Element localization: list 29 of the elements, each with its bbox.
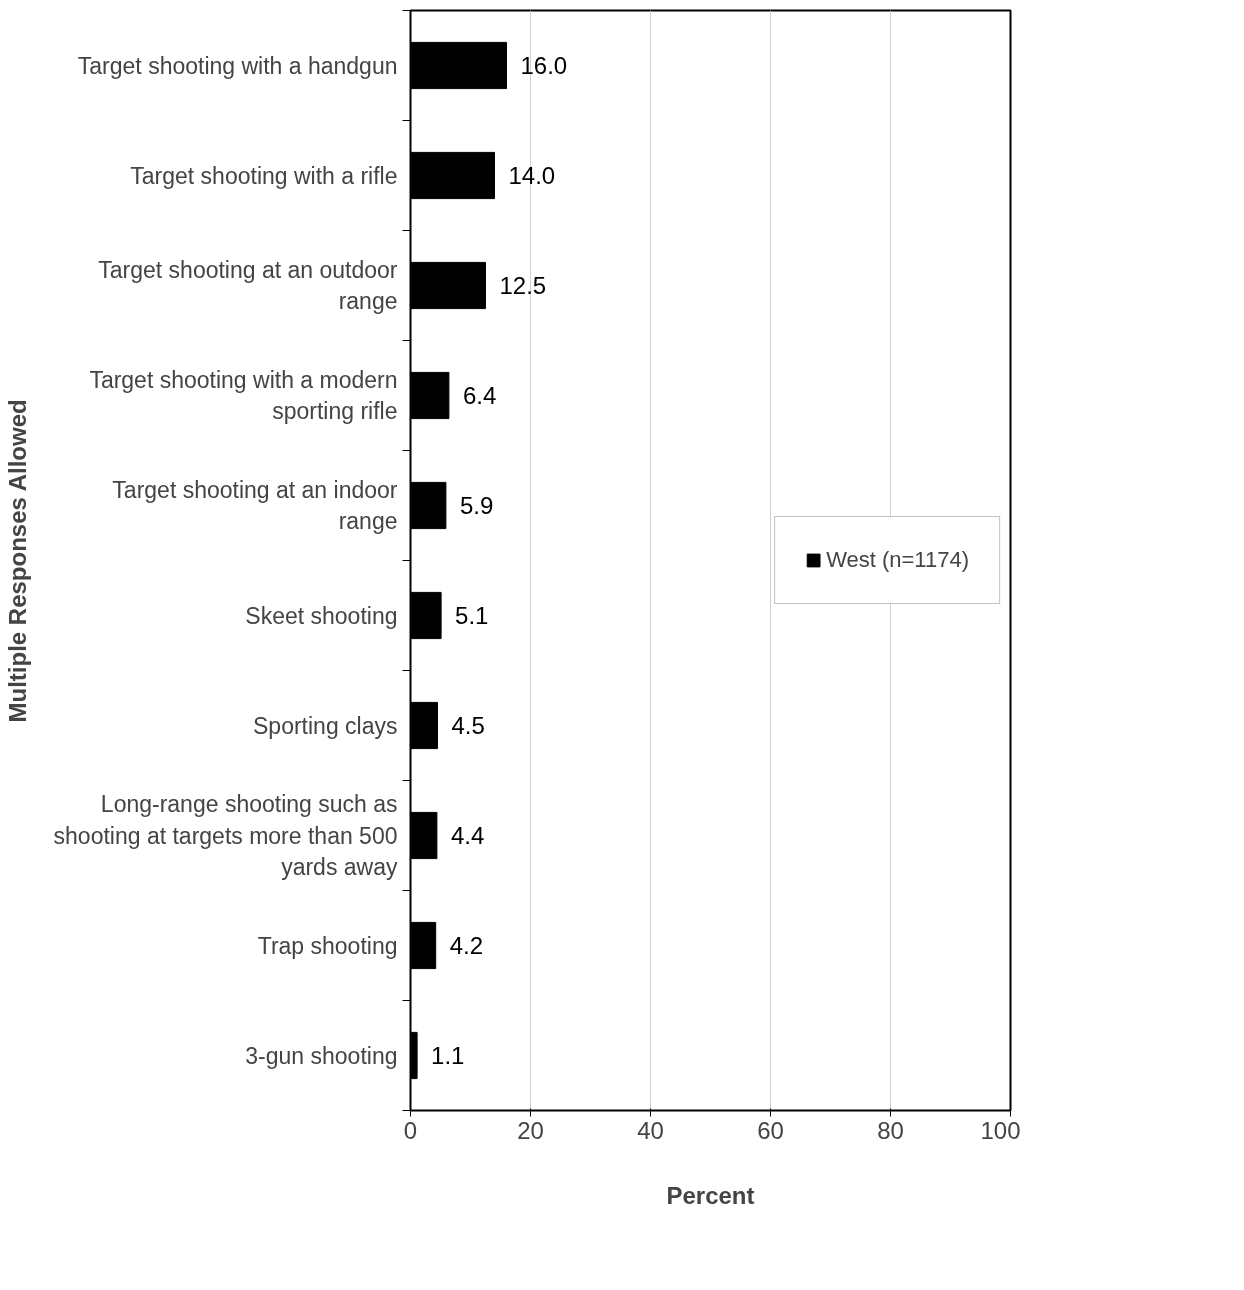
y-tick-label: Target shooting with a handgun (77, 52, 398, 79)
data-label: 5.1 (455, 602, 489, 629)
y-tick-label: Long-range shooting such as shooting at targets more than 500 yards away (53, 791, 398, 880)
data-label: 12.5 (499, 272, 547, 299)
data-label: 5.9 (459, 492, 494, 519)
x-tick-label: 40 (637, 1116, 664, 1144)
y-tick-label: Skeet shooting (245, 602, 398, 629)
data-label: 14.0 (508, 162, 556, 189)
data-label: 1.1 (431, 1042, 465, 1069)
data-label: 4.4 (450, 822, 485, 849)
x-tick-label: 60 (757, 1116, 784, 1144)
y-tick-label: Target shooting with a modern sporting rifle (89, 366, 398, 425)
x-axis-title: Percent (666, 1181, 755, 1209)
y-tick-label: Target shooting at an outdoor range (98, 256, 398, 315)
x-tick-label: 20 (517, 1116, 544, 1144)
data-label: 4.5 (451, 712, 485, 739)
legend-label: West (n=1174) (826, 547, 969, 573)
data-label: 6.4 (462, 382, 497, 409)
y-tick-label: 3-gun shooting (245, 1042, 398, 1069)
y-tick-label: Trap shooting (257, 932, 398, 959)
y-tick-label: Sporting clays (253, 712, 398, 739)
y-tick-label: Target shooting at an indoor range (112, 476, 398, 535)
x-tick-label: 100 (980, 1116, 1021, 1144)
data-label: 16.0 (520, 52, 568, 79)
y-tick-label: Target shooting with a rifle (130, 162, 398, 189)
data-label: 4.2 (449, 932, 484, 959)
x-tick-label: 80 (877, 1116, 904, 1144)
x-tick-label: 0 (403, 1116, 418, 1144)
y-axis-title: Multiple Responses Allowed (3, 399, 31, 723)
